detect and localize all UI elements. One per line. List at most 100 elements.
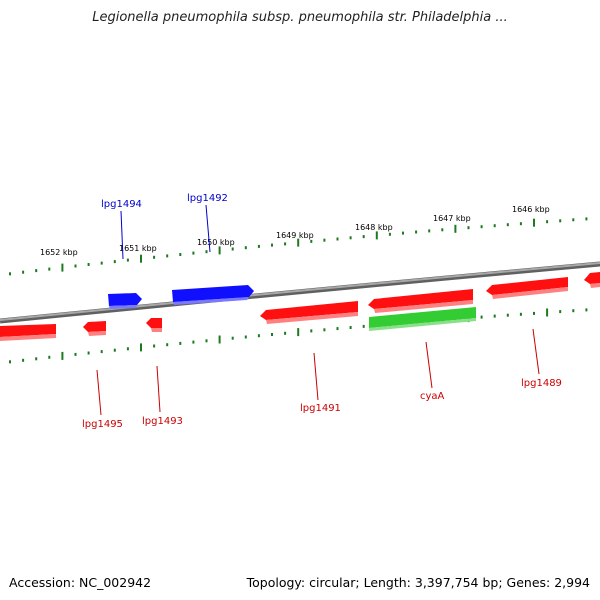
outer-minor-tick [153, 255, 156, 259]
gene-lpg1492[interactable] [172, 285, 254, 305]
forward-genes [108, 285, 254, 309]
gene-lpg1491[interactable] [260, 301, 358, 324]
leader-lpg1493 [156, 365, 161, 413]
outer-minor-tick [546, 220, 549, 224]
outer-minor-tick [572, 218, 575, 222]
gene-lpg1493[interactable] [146, 318, 162, 332]
reverse-genes [0, 272, 600, 341]
outer-minor-tick [271, 243, 273, 247]
outer-minor-tick [87, 263, 90, 266]
map-title: Legionella pneumophila subsp. pneumophil… [92, 10, 508, 25]
outer-minor-tick [506, 223, 509, 227]
inner-minor-tick [244, 335, 247, 339]
gene-label-lpg1495[interactable]: lpg1495 [82, 419, 123, 430]
inner-minor-tick [192, 340, 195, 344]
outer-minor-tick [519, 222, 522, 226]
outer-minor-tick [323, 238, 326, 242]
outer-minor-tick [179, 253, 182, 256]
tick-label-1646: 1646 kbp [512, 205, 550, 214]
outer-minor-tick [231, 247, 234, 251]
outer-minor-tick [559, 219, 562, 223]
inner-minor-tick [87, 351, 90, 355]
inner-minor-tick [310, 329, 313, 333]
gene-label-lpg1494[interactable]: lpg1494 [101, 199, 142, 210]
gene-lpg1489[interactable] [486, 277, 568, 299]
outer-tick-ring [9, 217, 588, 276]
outer-minor-tick [402, 231, 404, 235]
inner-major-tick [61, 351, 64, 360]
tick-label-1647: 1647 kbp [433, 214, 471, 223]
outer-minor-tick [480, 225, 483, 229]
inner-minor-tick [100, 350, 103, 354]
inner-minor-tick [257, 334, 260, 338]
outer-minor-tick [166, 254, 169, 258]
leader-lpg1489 [532, 328, 540, 375]
gene-lpg1494[interactable] [108, 293, 142, 309]
outer-major-tick [375, 231, 378, 240]
inner-minor-tick [113, 348, 116, 352]
inner-minor-tick [284, 331, 287, 335]
inner-major-tick [218, 335, 221, 344]
gene-label-lpg1489[interactable]: lpg1489 [521, 378, 562, 389]
outer-major-tick [61, 263, 64, 272]
leader-cyaA [425, 341, 433, 389]
outer-minor-tick [100, 261, 103, 265]
gene-label-lpg1492[interactable]: lpg1492 [187, 193, 228, 204]
inner-minor-tick [480, 315, 483, 319]
gene-label-lpg1491[interactable]: lpg1491 [300, 403, 341, 414]
gene-label-cyaA[interactable]: cyaA [420, 391, 445, 402]
inner-minor-tick [349, 326, 352, 329]
inner-minor-tick [572, 309, 575, 313]
gene-label-lpg1493[interactable]: lpg1493 [142, 416, 183, 427]
gene-lpg1495[interactable] [83, 321, 106, 336]
accession-text: Accession: NC_002942 [9, 575, 152, 590]
outer-minor-tick [74, 264, 77, 268]
outer-minor-tick [192, 251, 195, 255]
inner-minor-tick [493, 314, 496, 318]
outer-major-tick [218, 246, 221, 255]
inner-minor-tick [74, 352, 77, 356]
outer-major-tick [533, 218, 535, 227]
leader-lpg1492 [205, 204, 211, 253]
outer-minor-tick [257, 244, 260, 248]
gene-cyaA[interactable] [369, 307, 476, 331]
outer-major-tick [454, 224, 457, 233]
inner-minor-tick [179, 341, 182, 345]
label-leaders [96, 204, 540, 416]
inner-minor-tick [506, 313, 509, 317]
leader-lpg1494 [120, 210, 124, 260]
outer-minor-tick [362, 235, 365, 239]
gene-lpg1495-left[interactable] [0, 324, 56, 341]
inner-minor-tick [126, 347, 129, 351]
scale-labels: 1652 kbp 1651 kbp 1650 kbp 1649 kbp 1648… [40, 205, 550, 257]
inner-major-tick [140, 343, 142, 352]
outer-minor-tick [126, 258, 129, 262]
outer-minor-tick [22, 270, 25, 274]
outer-minor-tick [467, 226, 470, 230]
inner-minor-tick [533, 311, 535, 315]
outer-minor-tick [493, 224, 496, 228]
tick-label-1650: 1650 kbp [197, 238, 235, 247]
outer-major-tick [297, 238, 300, 247]
inner-major-tick [546, 308, 549, 317]
outer-minor-tick [9, 272, 11, 276]
outer-minor-tick [284, 242, 287, 246]
inner-minor-tick [22, 358, 25, 362]
gene-lpg1488[interactable] [584, 272, 600, 288]
outer-minor-tick [441, 228, 444, 232]
inner-minor-tick [362, 324, 365, 328]
inner-minor-tick [519, 312, 522, 316]
tick-label-1651: 1651 kbp [119, 244, 157, 253]
backbone [0, 261, 600, 324]
gene-lpg1490[interactable] [368, 289, 473, 313]
outer-minor-tick [388, 232, 391, 236]
inner-major-tick [297, 328, 300, 337]
outer-minor-tick [415, 230, 418, 234]
inner-minor-tick [559, 310, 562, 314]
genome-summary-text: Topology: circular; Length: 3,397,754 bp… [246, 575, 590, 590]
inner-minor-tick [166, 343, 169, 347]
inner-minor-tick [48, 355, 51, 359]
inner-minor-tick [9, 360, 11, 364]
leader-lpg1491 [313, 352, 319, 401]
